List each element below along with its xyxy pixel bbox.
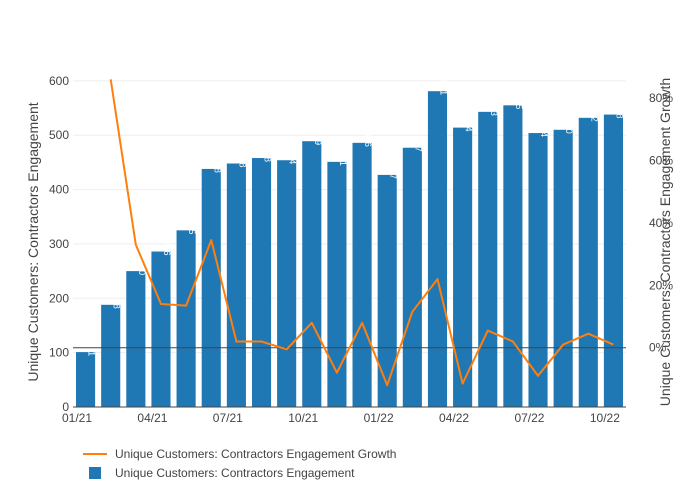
bar-data-label: 489 xyxy=(313,130,323,145)
bar-data-label: 101 xyxy=(87,341,97,356)
bar-data-label: 250 xyxy=(137,260,147,275)
bar-data-label: 538 xyxy=(614,104,624,119)
bar-data-label: 458 xyxy=(263,147,273,162)
x-tick-label: 10/22 xyxy=(590,411,620,425)
x-tick-label: 10/21 xyxy=(288,411,318,425)
legend: Unique Customers: Contractors Engagement… xyxy=(83,447,396,480)
bar xyxy=(151,251,171,407)
bar-data-label: 543 xyxy=(489,101,499,116)
bar xyxy=(478,111,498,408)
y-left-tick-label: 600 xyxy=(49,74,69,88)
bar-data-label: 486 xyxy=(363,132,373,147)
bar xyxy=(101,304,121,407)
bar xyxy=(377,174,397,407)
bar xyxy=(226,163,246,407)
bar xyxy=(327,161,347,407)
x-tick-label: 01/22 xyxy=(364,411,394,425)
bar-data-label: 448 xyxy=(237,152,247,167)
bar-data-label: 504 xyxy=(539,122,549,137)
bar-data-label: 286 xyxy=(162,241,172,256)
growth-line xyxy=(109,79,614,387)
y-left-tick-label: 500 xyxy=(49,128,69,142)
bar-data-label: 581 xyxy=(438,80,448,95)
bar xyxy=(578,117,598,407)
bar-labels: 101 188 250 286 325 438 448 458 454 489 451 486 427 4… xyxy=(87,80,625,356)
x-tick-label: 04/21 xyxy=(137,411,167,425)
bar xyxy=(302,141,322,407)
bar-data-label: 188 xyxy=(112,294,122,309)
bar xyxy=(503,105,523,408)
bar-data-label: 451 xyxy=(338,151,348,166)
bar xyxy=(176,230,196,407)
y-right-axis: 0% 20% 40% 60% 80% xyxy=(649,91,673,355)
y-left-tick-label: 0 xyxy=(62,400,69,414)
bar xyxy=(126,271,146,407)
bar xyxy=(427,91,448,407)
bar-data-label: 477 xyxy=(413,137,423,152)
y-left-tick-label: 100 xyxy=(49,346,69,360)
bar-data-label: 514 xyxy=(464,117,474,132)
bar-data-label: 555 xyxy=(514,94,524,109)
bar xyxy=(603,114,623,407)
legend-label-growth: Unique Customers: Contractors Engagement… xyxy=(115,447,396,461)
bar xyxy=(277,160,297,407)
bar xyxy=(251,158,272,407)
y-left-axis-title: Unique Customers: Contractors Engagement xyxy=(25,102,41,381)
growth-line-series xyxy=(109,79,614,387)
bar xyxy=(76,352,96,407)
y-right-tick-label: 20% xyxy=(649,278,673,292)
bar xyxy=(553,129,573,407)
y-right-tick-label: 60% xyxy=(649,153,673,167)
x-tick-label: 01/21 xyxy=(62,411,92,425)
bar xyxy=(528,133,548,407)
bar-data-label: 532 xyxy=(589,107,599,122)
y-left-tick-label: 200 xyxy=(49,291,69,305)
x-tick-label: 04/22 xyxy=(439,411,469,425)
legend-label-engagement: Unique Customers: Contractors Engagement xyxy=(115,466,355,480)
bar xyxy=(402,147,422,407)
bar xyxy=(352,142,372,407)
x-axis: 01/21 04/21 07/21 10/21 01/22 04/22 07/22 10/22 xyxy=(62,411,620,425)
y-right-tick-label: 0% xyxy=(649,341,667,355)
x-tick-label: 07/22 xyxy=(514,411,544,425)
y-right-tick-label: 80% xyxy=(649,91,673,105)
bars-series xyxy=(76,91,623,408)
y-left-tick-label: 300 xyxy=(49,237,69,251)
bar-data-label: 510 xyxy=(564,119,574,134)
bar xyxy=(201,168,221,407)
y-right-axis-title: Unique Customers: Contractors Engagement… xyxy=(657,78,673,406)
y-left-tick-label: 400 xyxy=(49,183,69,197)
bar-data-label: 438 xyxy=(212,158,222,173)
bar-data-label: 427 xyxy=(388,164,398,179)
y-right-tick-label: 40% xyxy=(649,216,673,230)
bar-data-label: 325 xyxy=(187,219,197,234)
legend-bar-swatch xyxy=(89,467,101,479)
bar xyxy=(453,127,473,408)
x-tick-label: 07/21 xyxy=(213,411,243,425)
bar-data-label: 454 xyxy=(288,149,298,164)
y-left-axis: 0 100 200 300 400 500 600 xyxy=(49,74,69,414)
